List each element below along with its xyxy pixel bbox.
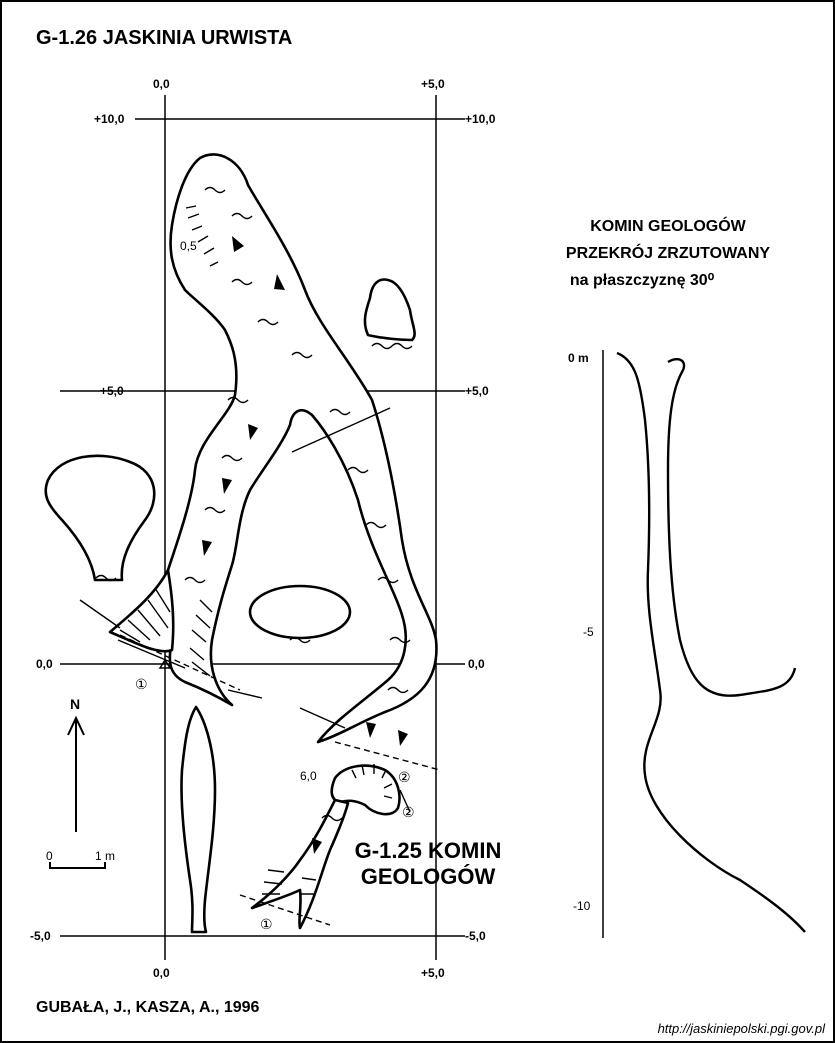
depth-label-0: 0 m bbox=[568, 351, 589, 365]
map-title: G-1.26 JASKINIA URWISTA bbox=[36, 27, 293, 49]
grid-top-x5: +5,0 bbox=[421, 77, 445, 91]
cave-main-passage bbox=[166, 153, 438, 744]
flow-arrow bbox=[202, 540, 212, 556]
cave-left-chamber bbox=[44, 454, 156, 582]
grid-left-y5: +5,0 bbox=[100, 384, 124, 398]
north-label: N bbox=[70, 696, 81, 712]
flow-arrow bbox=[312, 838, 322, 854]
flow-arrow bbox=[398, 730, 408, 746]
section-title-2: PRZEKRÓJ ZRZUTOWANY bbox=[565, 245, 771, 262]
second-cave-title-1: G-1.25 KOMIN bbox=[354, 838, 502, 863]
flow-arrow bbox=[274, 274, 285, 290]
depth-label-5: -5 bbox=[583, 625, 594, 639]
scale-zero: 0 bbox=[46, 849, 53, 863]
source-url[interactable]: http://jaskiniepolski.pgi.gov.pl bbox=[657, 1021, 825, 1036]
mark-2-b: ② bbox=[402, 804, 415, 820]
section-profile bbox=[616, 351, 806, 933]
scale-bar bbox=[49, 862, 106, 869]
height-05: 0,5 bbox=[180, 239, 197, 253]
grid-right-y5: +5,0 bbox=[465, 384, 489, 398]
flow-arrow bbox=[248, 424, 258, 440]
grid-right-y10: +10,0 bbox=[465, 112, 496, 126]
mark-1-komin: ① bbox=[260, 916, 273, 932]
flow-arrow bbox=[222, 478, 232, 494]
grid-right-y0: 0,0 bbox=[468, 657, 485, 671]
north-arrow-head bbox=[67, 715, 85, 736]
second-cave-title-2: GEOLOGÓW bbox=[360, 864, 496, 889]
grid-left-y0: 0,0 bbox=[36, 657, 53, 671]
cave-entrance-passage bbox=[108, 568, 175, 653]
grid-left-ym5: -5,0 bbox=[30, 929, 51, 943]
flow-arrow bbox=[232, 236, 244, 252]
cave-oval-chamber bbox=[248, 584, 352, 640]
section-title-3: na płaszczyznę 30⁰ bbox=[569, 272, 715, 289]
grid-left-y10: +10,0 bbox=[94, 112, 125, 126]
grid-right-ym5: -5,0 bbox=[465, 929, 486, 943]
grid-top-x0: 0,0 bbox=[153, 77, 170, 91]
mark-1-main: ① bbox=[135, 676, 148, 692]
cave-pocket bbox=[363, 278, 416, 342]
survey-point bbox=[158, 658, 172, 669]
grid-bottom-x5: +5,0 bbox=[421, 966, 445, 980]
scale-one: 1 m bbox=[95, 849, 116, 863]
grid-bottom-x0: 0,0 bbox=[153, 966, 170, 980]
author-credit: GUBAŁA, J., KASZA, A., 1996 bbox=[36, 999, 260, 1016]
mark-2-a: ② bbox=[398, 769, 411, 785]
depth-label-10: -10 bbox=[573, 899, 591, 913]
flow-arrow bbox=[366, 722, 376, 738]
cave-lower-passage bbox=[180, 705, 217, 934]
height-60: 6,0 bbox=[300, 769, 317, 783]
section-title-1: KOMIN GEOLOGÓW bbox=[590, 218, 746, 235]
komin-geologow-passage bbox=[250, 798, 350, 930]
